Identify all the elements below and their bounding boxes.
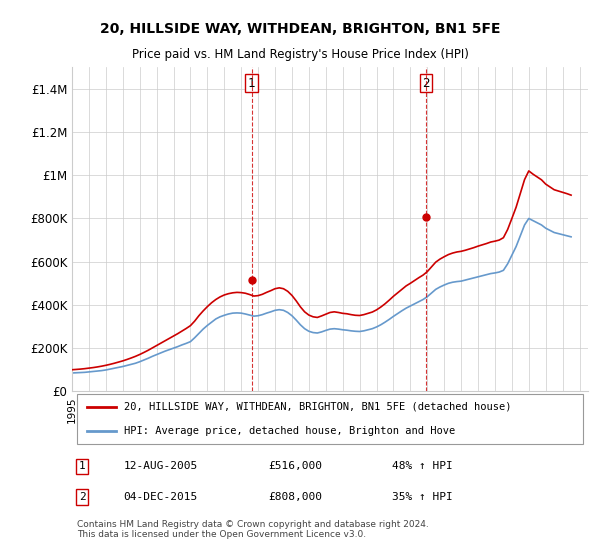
Text: £808,000: £808,000 xyxy=(268,492,322,502)
Text: Price paid vs. HM Land Registry's House Price Index (HPI): Price paid vs. HM Land Registry's House … xyxy=(131,48,469,60)
Text: HPI: Average price, detached house, Brighton and Hove: HPI: Average price, detached house, Brig… xyxy=(124,426,455,436)
Text: 35% ↑ HPI: 35% ↑ HPI xyxy=(392,492,452,502)
Text: £516,000: £516,000 xyxy=(268,461,322,472)
Text: 2: 2 xyxy=(422,77,430,90)
FancyBboxPatch shape xyxy=(77,394,583,444)
Text: 2: 2 xyxy=(79,492,86,502)
Text: 20, HILLSIDE WAY, WITHDEAN, BRIGHTON, BN1 5FE (detached house): 20, HILLSIDE WAY, WITHDEAN, BRIGHTON, BN… xyxy=(124,402,511,412)
Text: 48% ↑ HPI: 48% ↑ HPI xyxy=(392,461,452,472)
Text: 1: 1 xyxy=(248,77,256,90)
Text: 20, HILLSIDE WAY, WITHDEAN, BRIGHTON, BN1 5FE: 20, HILLSIDE WAY, WITHDEAN, BRIGHTON, BN… xyxy=(100,22,500,36)
Text: 04-DEC-2015: 04-DEC-2015 xyxy=(124,492,198,502)
Text: 12-AUG-2005: 12-AUG-2005 xyxy=(124,461,198,472)
Text: Contains HM Land Registry data © Crown copyright and database right 2024.
This d: Contains HM Land Registry data © Crown c… xyxy=(77,520,429,539)
Text: 1: 1 xyxy=(79,461,86,472)
